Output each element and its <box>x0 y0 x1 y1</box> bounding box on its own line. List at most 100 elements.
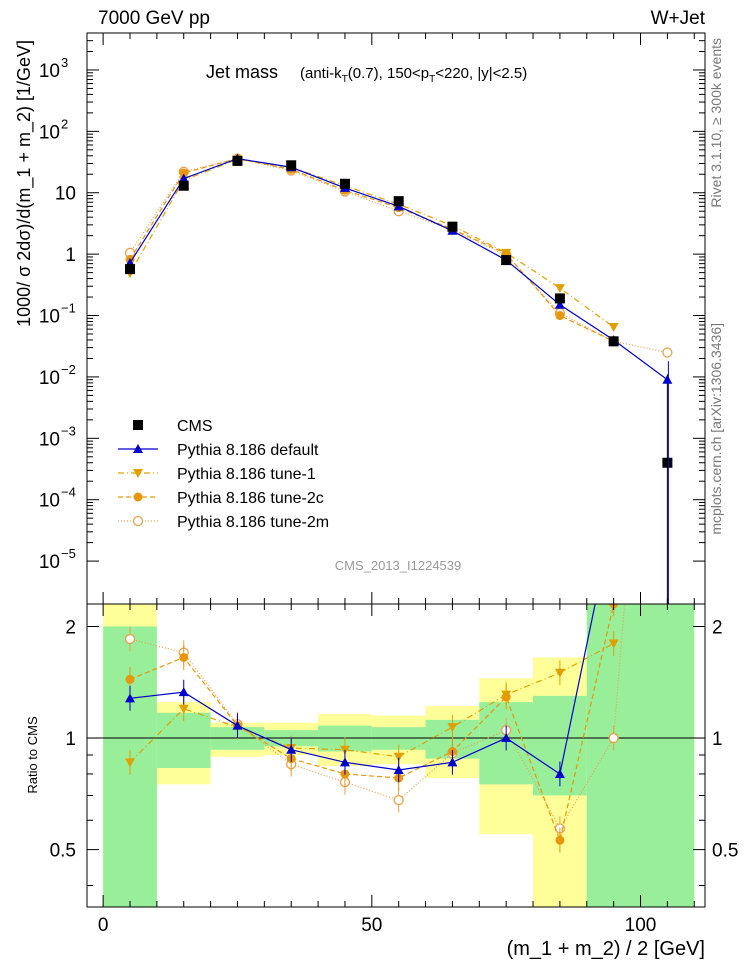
legend-marker <box>133 444 143 453</box>
ratio-x-ticks: 0 50 100 <box>98 604 695 936</box>
y-tick-exponent: −2 <box>61 362 76 377</box>
y-tick-base: 10 <box>39 552 60 573</box>
ratio-y-tick-label-right: 0.5 <box>712 841 738 862</box>
ratio-point <box>179 652 189 662</box>
series-pythia-8-186-tune-2m <box>124 153 673 358</box>
legend-marker <box>133 469 143 478</box>
legend-item: Pythia 8.186 tune-1 <box>118 466 316 483</box>
series-line <box>129 157 668 381</box>
ratio-point <box>393 752 404 762</box>
series-line <box>129 157 668 354</box>
ratio-y-tick-label-right: 2 <box>712 617 723 638</box>
series-pythia-8-186-default <box>124 153 673 384</box>
legend-label: Pythia 8.186 tune-2m <box>177 514 329 531</box>
x-tick-label: 50 <box>361 915 382 936</box>
legend-item: Pythia 8.186 default <box>118 442 319 459</box>
y-tick-label: 10 <box>39 491 60 512</box>
data-point <box>339 178 350 189</box>
ratio-point <box>555 835 565 845</box>
data-point <box>124 264 135 275</box>
y-tick-base: 10 <box>39 429 60 450</box>
y-tick-base: 10 <box>39 491 60 512</box>
legend-item: Pythia 8.186 tune-2m <box>118 514 329 531</box>
y-tick-label: 10 <box>39 61 60 82</box>
subtitle-part1: (anti-k <box>300 65 342 82</box>
ratio-point <box>178 687 189 697</box>
y-tick-exponent: −3 <box>61 423 76 438</box>
data-point <box>393 196 404 207</box>
y-tick-base: 10 <box>39 61 60 82</box>
analysis-watermark: CMS_2013_I1224539 <box>335 558 462 573</box>
series-cms <box>124 155 673 468</box>
ratio-y-tick-label-left: 2 <box>65 617 76 638</box>
legend-item: Pythia 8.186 tune-2c <box>118 490 324 507</box>
data-point <box>501 248 512 258</box>
data-point <box>554 284 565 294</box>
rivet-label: Rivet 3.1.10, ≥ 300k events <box>708 38 724 208</box>
legend-marker <box>132 515 144 527</box>
subtitle-part2: (0.7), 150<p <box>348 65 429 82</box>
data-point <box>554 293 565 304</box>
ratio-y-label: Ratio to CMS <box>25 716 40 794</box>
ratio-y-ticks: 0.5 0.5 1 1 2 2 <box>50 617 738 887</box>
legend-marker <box>133 420 143 430</box>
ratio-point <box>608 639 619 649</box>
data-point <box>555 311 565 321</box>
x-tick-label: 0 <box>98 915 109 936</box>
ratio-point <box>447 757 458 767</box>
data-point <box>178 180 189 191</box>
y-tick-label: 10 <box>39 307 60 328</box>
y-tick-label: 10 <box>39 429 60 450</box>
y-tick-base: 10 <box>55 184 76 205</box>
ratio-point <box>447 723 458 733</box>
plot-subtitle: (anti-kT(0.7), 150<pT<220, |y|<2.5) <box>300 65 527 85</box>
legend-marker <box>133 492 143 502</box>
y-tick-exponent: −1 <box>61 301 76 316</box>
data-point <box>178 173 189 183</box>
data-point <box>608 336 619 347</box>
y-tick-base: 10 <box>39 122 60 143</box>
y-tick-label: 10 <box>39 368 60 389</box>
plot-title: Jet mass <box>206 62 278 82</box>
ratio-point <box>501 690 512 700</box>
subtitle-sub2: T <box>429 74 435 85</box>
data-point <box>608 323 619 333</box>
ratio-y-tick-label-right: 1 <box>712 729 723 750</box>
x-axis-label: (m_1 + m_2) / 2 [GeV] <box>507 938 705 960</box>
ratio-bands <box>103 604 695 907</box>
ratio-y-tick-label-left: 0.5 <box>50 841 76 862</box>
ratio-point <box>608 732 619 744</box>
legend-label: Pythia 8.186 default <box>177 442 319 459</box>
data-point <box>286 160 297 171</box>
y-tick-exponent: 3 <box>61 55 68 70</box>
y-tick-base: 10 <box>39 307 60 328</box>
series-line <box>129 157 614 342</box>
data-point <box>447 221 458 232</box>
header-right: W+Jet <box>651 8 706 29</box>
ratio-point <box>125 674 135 684</box>
ratio-series-pythia-8-186-default <box>124 604 596 787</box>
ratio-y-tick-label-left: 1 <box>65 729 76 750</box>
ratio-point <box>393 794 404 806</box>
y-tick-base: 10 <box>39 368 60 389</box>
y-tick-label: 10 <box>39 122 60 143</box>
ratio-point <box>554 768 565 778</box>
data-point <box>179 168 189 178</box>
ratio-plot: 0.5 0.5 1 1 2 2 0 50 100 <box>50 603 738 936</box>
ratio-series <box>124 604 626 853</box>
ratio-point <box>232 720 243 730</box>
series-pythia-8-186-tune-2c <box>125 154 619 346</box>
y-tick-exponent: 2 <box>61 116 68 131</box>
ratio-point <box>286 744 297 754</box>
legend: CMS Pythia 8.186 default Pythia 8.186 tune… <box>118 418 329 531</box>
series-line <box>129 158 614 328</box>
ratio-line <box>129 642 614 763</box>
y-tick-base: 1 <box>65 245 76 266</box>
ratio-point <box>393 764 404 774</box>
ratio-band-inner <box>640 604 695 907</box>
mcplots-label: mcplots.cern.ch [arXiv:1306.3436] <box>708 323 724 535</box>
ratio-point <box>501 733 512 743</box>
y-tick-label: 10 <box>55 184 76 205</box>
